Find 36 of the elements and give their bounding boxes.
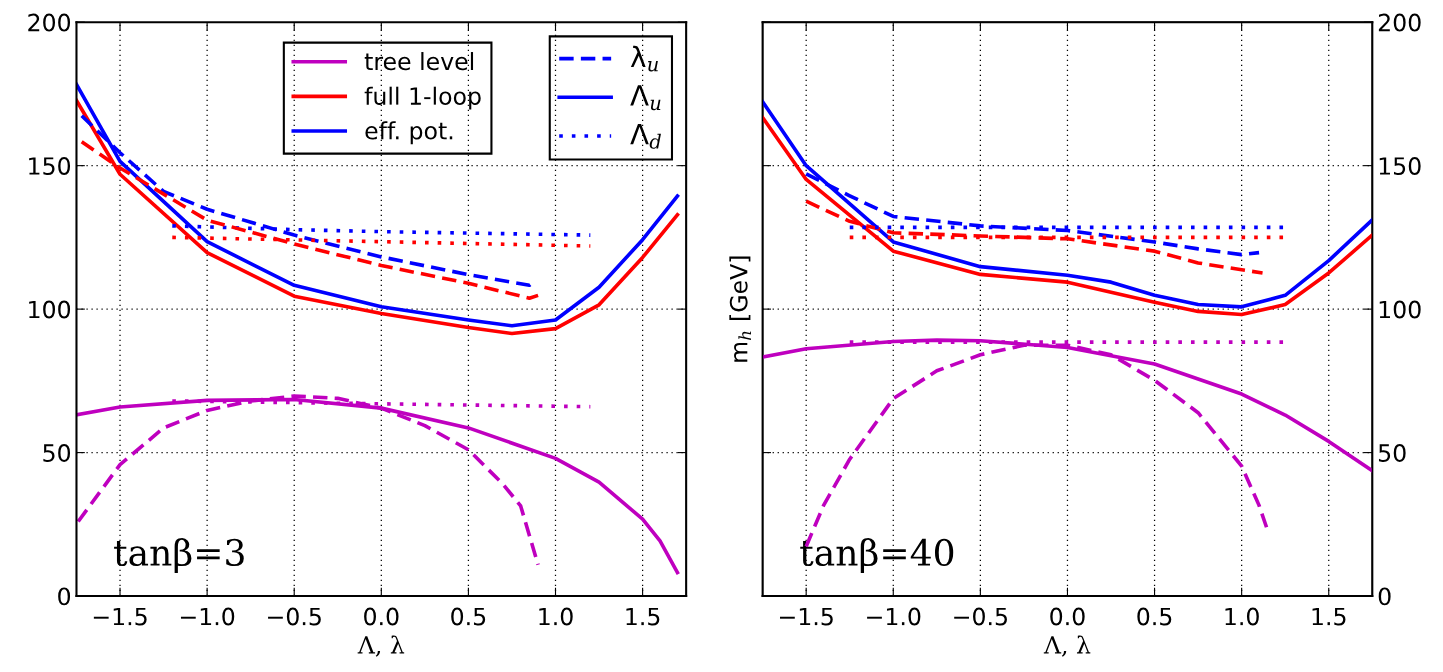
legend-label: tree level xyxy=(364,52,474,71)
y2-tick-label: 50 xyxy=(1378,444,1406,462)
x-tick-label: 1.5 xyxy=(626,607,660,626)
legend-label: λ$_{u}$ xyxy=(630,45,658,72)
x-tick-label: 0.5 xyxy=(451,607,486,626)
x-tick-label: 0.5 xyxy=(1137,607,1172,626)
y2-tick-label: 200 xyxy=(1378,13,1421,32)
y-tick-label: 100 xyxy=(29,300,71,319)
x-tick-label: −1.0 xyxy=(867,607,921,626)
y-tick-label: 150 xyxy=(29,157,71,175)
y2-tick-label: 100 xyxy=(1379,300,1421,319)
x-tick-label: −1.5 xyxy=(93,607,147,626)
x-axis-title: Λ, λ xyxy=(357,635,405,657)
y-tick-label: 50 xyxy=(43,444,71,462)
x-tick-label: 1.0 xyxy=(1225,607,1259,626)
line-series xyxy=(76,397,680,575)
legend-label: full 1-loop xyxy=(364,86,481,110)
x-axis-title: Λ, λ xyxy=(1043,635,1091,657)
legend-label: Λ$_{d}$ xyxy=(630,123,661,149)
x-tick-label: 0.0 xyxy=(1050,607,1085,626)
y-tick-label: 0 xyxy=(58,587,71,606)
y-axis-title: m$_{h}$ [GeV] xyxy=(729,256,751,362)
y2-tick-label: 150 xyxy=(1379,157,1421,175)
annotation: tanβ=40 xyxy=(800,537,954,574)
legend-label: eff. pot. xyxy=(365,121,453,145)
x-tick-label: −1.0 xyxy=(180,607,235,626)
x-tick-label: −0.5 xyxy=(268,607,321,626)
y-tick-label: 200 xyxy=(28,13,71,32)
x-tick-label: −1.5 xyxy=(780,607,833,626)
x-tick-label: 0.0 xyxy=(364,607,399,626)
y2-tick-label: 0 xyxy=(1378,587,1391,606)
x-tick-label: −0.5 xyxy=(954,607,1007,626)
x-tick-label: 1.5 xyxy=(1312,607,1346,626)
annotation: tanβ=3 xyxy=(114,537,244,574)
x-tick-label: 1.0 xyxy=(539,607,573,626)
legend-label: Λ$_{u}$ xyxy=(630,85,661,111)
